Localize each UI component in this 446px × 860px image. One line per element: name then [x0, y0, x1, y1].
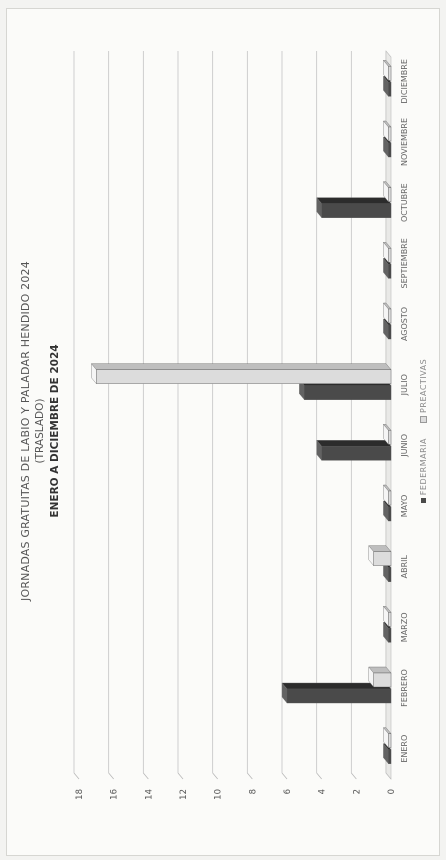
grid-depth-9 — [73, 772, 80, 780]
legend-label-1: FEDERMARIA — [419, 437, 428, 496]
x-tick-label-11: DICIEMBRE — [400, 59, 409, 104]
bar-side-s1-5 — [316, 440, 392, 447]
y-tick-label-0: 0 — [387, 789, 397, 794]
bar-s2-5 — [388, 430, 392, 445]
grid-depth-4 — [247, 772, 253, 780]
bar-s2-7 — [388, 308, 392, 324]
x-tick-label-4: MAYO — [400, 495, 409, 518]
x-tick-label-2: MARZO — [400, 612, 409, 642]
legend-swatch-1 — [421, 498, 426, 504]
legend-swatch-2 — [420, 415, 427, 423]
grid-depth-3 — [281, 772, 288, 780]
bar-s2-6 — [96, 369, 392, 384]
bar-s1-3 — [388, 567, 392, 582]
grid-depth-7 — [143, 772, 149, 780]
y-tick-label-7: 14 — [144, 789, 154, 800]
legend-item-1: FEDERMARIA — [419, 437, 428, 504]
x-tick-label-9: OCTUBRE — [400, 183, 409, 222]
y-tick-label-6: 12 — [179, 789, 189, 800]
bar-s1-2 — [388, 628, 392, 643]
legend-label-2: PREACTIVAS — [419, 358, 428, 413]
legend-item-2: PREACTIVAS — [419, 359, 428, 423]
bar-s2-0 — [388, 733, 392, 748]
bar-s1-10 — [388, 142, 392, 158]
x-tick-label-1: FEBRERO — [400, 669, 409, 707]
bar-s2-3 — [373, 551, 392, 566]
y-tick-label-5: 10 — [214, 789, 224, 800]
bar-s2-8 — [388, 248, 392, 263]
x-tick-label-0: ENERO — [400, 735, 409, 763]
grid-depth-8 — [108, 772, 114, 780]
y-tick-label-9: 18 — [75, 789, 85, 800]
bar-s2-4 — [388, 490, 392, 506]
bar-s1-5 — [321, 446, 392, 461]
grid-depth-5 — [212, 772, 218, 780]
y-tick-label-2: 4 — [318, 789, 328, 794]
y-tick-label-4: 8 — [248, 789, 258, 794]
bar-s2-11 — [388, 66, 392, 81]
bar-side-s1-9 — [316, 197, 392, 204]
bar-s1-6 — [304, 385, 392, 400]
bar-s1-11 — [388, 82, 392, 97]
bar-s1-7 — [388, 324, 392, 340]
y-tick-label-1: 2 — [352, 789, 362, 794]
y-tick-label-8: 16 — [110, 789, 120, 800]
chart-container: JORNADAS GRATUITAS DE LABIO Y PALADAR HE… — [13, 21, 437, 841]
bar-s1-8 — [388, 264, 392, 279]
bar-s2-10 — [388, 126, 392, 142]
bar-side-s2-6 — [90, 363, 392, 370]
bar-s1-4 — [388, 506, 392, 522]
bar-s2-2 — [388, 612, 392, 627]
x-tick-label-10: NOVIEMBRE — [400, 118, 409, 166]
document-page: JORNADAS GRATUITAS DE LABIO Y PALADAR HE… — [6, 8, 440, 856]
bar-chart: 0 2 4 6 8 10 12 14 16 18 ENERO FEBRERO MARZO ABRIL MAY… — [73, 50, 409, 800]
bar-s1-9 — [321, 203, 392, 218]
grid-depth-6 — [177, 772, 184, 780]
bar-s2-9 — [388, 187, 392, 202]
chart-legend: FEDERMARIA PREACTIVAS — [419, 21, 428, 841]
x-tick-label-8: SEPTIEMBRE — [400, 238, 409, 288]
grid-depth-1 — [351, 772, 357, 780]
grid-depth-2 — [316, 772, 322, 780]
x-tick-label-6: JULIO — [400, 374, 409, 396]
x-tick-label-7: AGOSTO — [400, 307, 409, 341]
bar-s1-0 — [388, 749, 392, 764]
y-tick-label-3: 6 — [283, 789, 293, 794]
x-tick-label-5: JUNIO — [400, 434, 409, 458]
x-tick-label-3: ABRIL — [400, 554, 409, 578]
bar-s2-1 — [373, 672, 392, 688]
chart-floor — [385, 50, 392, 780]
bar-s1-1 — [286, 688, 392, 704]
